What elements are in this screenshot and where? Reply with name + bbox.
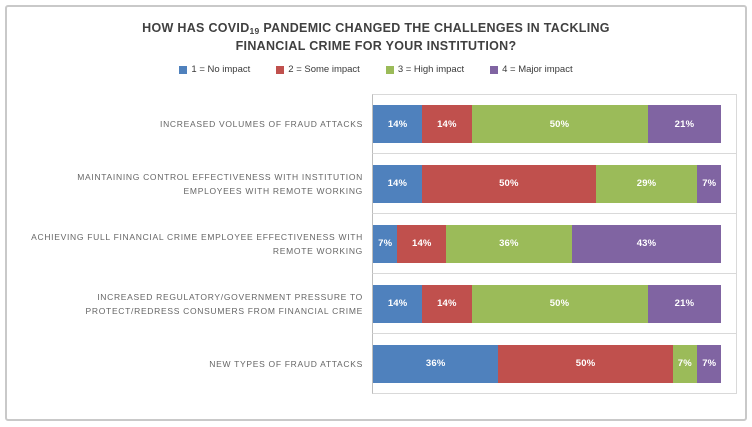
data-label: 14% bbox=[387, 178, 408, 190]
data-label: 14% bbox=[387, 118, 408, 130]
data-label: 36% bbox=[499, 238, 519, 250]
data-label: 7% bbox=[702, 358, 717, 370]
legend-swatch-icon bbox=[179, 65, 188, 74]
bar-segment: 29% bbox=[596, 164, 698, 203]
bar-row: ACHIEVING FULL FINANCIAL CRIME EMPLOYEE … bbox=[7, 214, 737, 275]
data-label: 29% bbox=[636, 178, 657, 190]
stacked-bar: 14% 14% 50% 21% bbox=[373, 284, 722, 323]
data-label: 14% bbox=[387, 298, 408, 310]
bar-segment: 14% bbox=[373, 284, 423, 323]
bar-segment: 43% bbox=[571, 224, 722, 263]
stacked-bar: 14% 50% 29% 7% bbox=[373, 164, 722, 203]
data-label: 21% bbox=[674, 118, 695, 130]
legend-swatch-icon bbox=[276, 65, 285, 74]
bar-segment: 14% bbox=[373, 164, 422, 203]
title-text-prefix: HOW HAS COVID bbox=[142, 21, 250, 35]
chart-title-line-2: FINANCIAL CRIME FOR YOUR INSTITUTION? bbox=[235, 39, 517, 54]
bar-segment: 14% bbox=[373, 105, 423, 144]
data-label: 50% bbox=[549, 118, 570, 130]
legend: 1 = No impact 2 = Some impact 3 = High imp… bbox=[7, 64, 745, 75]
bar-row: NEW TYPES OF FRAUD ATTACKS 36% 50% 7% 7% bbox=[7, 334, 737, 395]
data-label: 50% bbox=[575, 358, 596, 370]
bar-row: INCREASED REGULATORY/GOVERNMENT PRESSURE… bbox=[7, 274, 737, 335]
data-label: 7% bbox=[378, 238, 393, 250]
bar-row: MAINTAINING CONTROL EFFECTIVENESS WITH I… bbox=[7, 154, 737, 215]
legend-item-3: 3 = High impact bbox=[385, 64, 465, 76]
title-text-suffix: PANDEMIC CHANGED THE CHALLENGES IN TACKL… bbox=[259, 21, 610, 35]
stacked-bar: 7% 14% 36% 43% bbox=[373, 224, 722, 263]
data-label: 36% bbox=[425, 358, 446, 370]
bar-segment: 7% bbox=[697, 164, 722, 203]
legend-item-2: 2 = Some impact bbox=[276, 64, 360, 75]
chart-frame: HOW HAS COVID19 PANDEMIC CHANGED THE CHA… bbox=[5, 5, 747, 421]
category-label: NEW TYPES OF FRAUD ATTACKS bbox=[209, 359, 363, 370]
data-label: 21% bbox=[674, 298, 695, 310]
legend-swatch-icon bbox=[490, 65, 499, 74]
plot-band: 14% 14% 50% 21% bbox=[372, 274, 737, 335]
bar-segment: 14% bbox=[397, 224, 447, 263]
bar-segment: 36% bbox=[373, 344, 499, 383]
chart-title-line-1: HOW HAS COVID19 PANDEMIC CHANGED THE CHA… bbox=[7, 19, 745, 37]
legend-label: 3 = High impact bbox=[397, 64, 465, 76]
stacked-bar: 36% 50% 7% 7% bbox=[373, 344, 722, 383]
title-subscript-19: 19 bbox=[249, 26, 260, 36]
plot-band: 36% 50% 7% 7% bbox=[372, 334, 737, 395]
legend-label: 1 = No impact bbox=[191, 64, 251, 76]
chart-title: HOW HAS COVID19 PANDEMIC CHANGED THE CHA… bbox=[7, 19, 745, 55]
category-label: INCREASED REGULATORY/GOVERNMENT PRESSURE… bbox=[85, 292, 363, 317]
bar-segment: 7% bbox=[373, 224, 398, 263]
bar-segment: 21% bbox=[647, 284, 722, 323]
category-label: MAINTAINING CONTROL EFFECTIVENESS WITH I… bbox=[77, 172, 363, 197]
bar-segment: 50% bbox=[498, 344, 673, 383]
legend-swatch-icon bbox=[385, 65, 394, 74]
bar-segment: 50% bbox=[471, 105, 648, 144]
bar-row: INCREASED VOLUMES OF FRAUD ATTACKS 14% 14%… bbox=[7, 94, 737, 155]
data-label: 7% bbox=[702, 178, 717, 190]
legend-item-1: 1 = No impact bbox=[179, 64, 250, 75]
plot-band: 14% 50% 29% 7% bbox=[372, 154, 737, 215]
plot-rows: INCREASED VOLUMES OF FRAUD ATTACKS 14% 14%… bbox=[7, 94, 737, 395]
bar-segment: 14% bbox=[422, 284, 472, 323]
plot-band: 7% 14% 36% 43% bbox=[372, 214, 737, 275]
data-label: 14% bbox=[437, 118, 457, 130]
bar-segment: 50% bbox=[421, 164, 597, 203]
data-label: 50% bbox=[499, 178, 519, 190]
data-label: 43% bbox=[636, 238, 657, 250]
bar-segment: 21% bbox=[647, 105, 722, 144]
data-label: 7% bbox=[677, 358, 692, 370]
category-label: ACHIEVING FULL FINANCIAL CRIME EMPLOYEE … bbox=[31, 232, 363, 257]
data-label: 14% bbox=[437, 298, 457, 310]
category-label: INCREASED VOLUMES OF FRAUD ATTACKS bbox=[160, 119, 363, 130]
data-label: 50% bbox=[549, 298, 570, 310]
legend-item-4: 4 = Major impact bbox=[490, 64, 573, 75]
bar-segment: 36% bbox=[446, 224, 572, 263]
bar-segment: 7% bbox=[697, 344, 722, 383]
legend-label: 2 = Some impact bbox=[288, 64, 360, 76]
plot-band: 14% 14% 50% 21% bbox=[372, 94, 737, 155]
bar-segment: 14% bbox=[422, 105, 472, 144]
bar-segment: 7% bbox=[672, 344, 698, 383]
stacked-bar: 14% 14% 50% 21% bbox=[373, 105, 722, 144]
bar-segment: 50% bbox=[471, 284, 648, 323]
data-label: 14% bbox=[411, 238, 432, 250]
legend-label: 4 = Major impact bbox=[502, 64, 573, 76]
